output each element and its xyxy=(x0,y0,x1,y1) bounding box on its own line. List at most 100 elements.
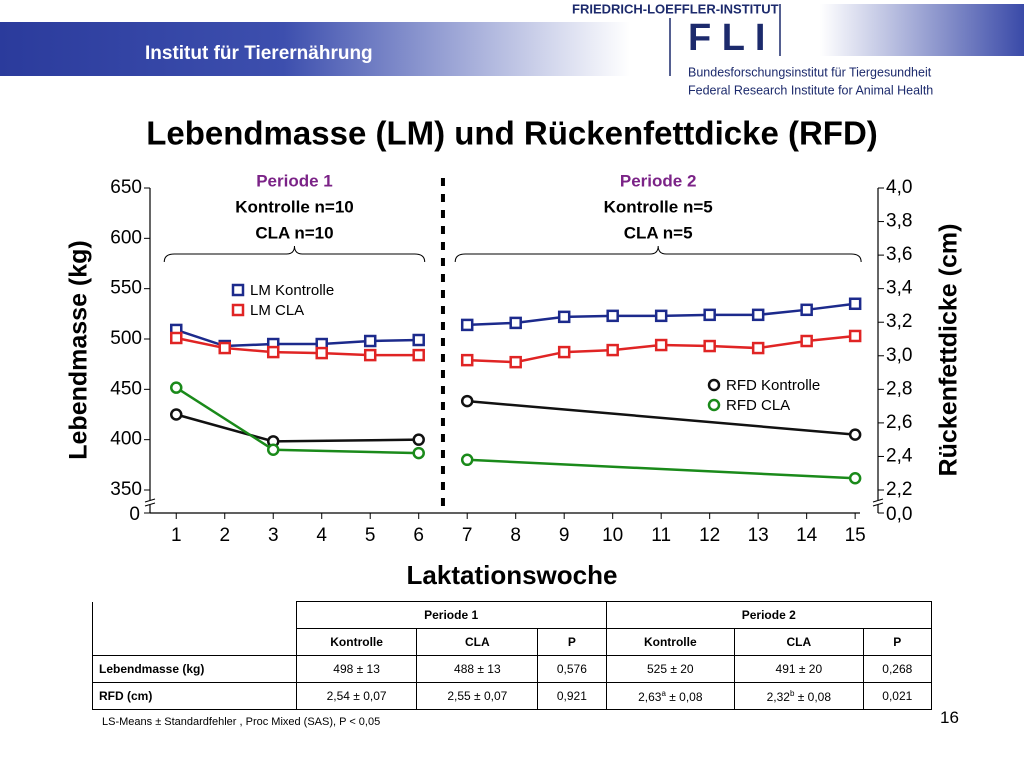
marker xyxy=(412,333,425,347)
marker xyxy=(460,394,474,408)
series-line xyxy=(175,336,419,357)
legend-marker xyxy=(707,378,721,392)
period-brace xyxy=(163,245,426,263)
marker xyxy=(169,408,183,421)
marker xyxy=(751,308,765,322)
cell-value: ± 0,08 xyxy=(665,689,703,704)
axis-break-mark xyxy=(144,498,156,503)
column-header: P xyxy=(862,628,933,656)
page-number: 16 xyxy=(940,708,959,727)
marker xyxy=(654,338,668,352)
period-group: Kontrolle n=5 xyxy=(604,197,713,216)
marker xyxy=(848,428,862,441)
cell: 488 ± 13 xyxy=(416,655,539,683)
marker xyxy=(412,446,425,460)
marker xyxy=(606,309,619,323)
y-tick-label: 500 xyxy=(110,328,142,349)
marker xyxy=(363,348,377,362)
marker xyxy=(460,453,474,467)
header-bar-right xyxy=(820,4,1024,56)
chart-title: Lebendmasse (LM) und Rückenfettdicke (RF… xyxy=(146,115,878,152)
y2-tick-label: 0,0 xyxy=(886,504,912,525)
series-line xyxy=(467,458,856,480)
data-row: RFD (cm) 2,54 ± 0,07 2,55 ± 0,07 0,921 2,63a… xyxy=(92,682,933,710)
cell-superscript: b xyxy=(789,688,795,698)
y2-tick-label: 4,0 xyxy=(886,177,912,198)
results-table: Periode 1 Periode 2 Kontrolle CLA P Kontrolle… xyxy=(92,601,933,710)
cell: 0,921 xyxy=(537,682,607,710)
x-tick-label: 15 xyxy=(845,525,866,546)
marker xyxy=(703,339,716,353)
cell: 0,576 xyxy=(537,655,607,683)
header-bar xyxy=(0,22,630,76)
marker xyxy=(460,353,474,367)
blank-cell xyxy=(92,601,297,629)
x-tick-label: 9 xyxy=(559,525,570,546)
cell: 2,63a ± 0,08 xyxy=(605,682,736,710)
header-row: Kontrolle CLA P Kontrolle CLA P xyxy=(92,628,933,656)
marker xyxy=(606,343,619,357)
period-header: Periode 1 xyxy=(295,601,607,629)
column-header: Kontrolle xyxy=(605,628,736,656)
y2-tick-label: 2,6 xyxy=(886,412,912,433)
marker xyxy=(363,334,377,348)
row-label: RFD (cm) xyxy=(92,682,297,710)
series-line xyxy=(175,328,419,348)
column-header: CLA xyxy=(416,628,539,656)
x-tick-label: 8 xyxy=(510,525,521,546)
x-tick-label: 11 xyxy=(651,525,671,546)
marker xyxy=(266,345,280,359)
x-tick-label: 7 xyxy=(462,525,473,546)
institute: Institut für Tierernährung xyxy=(145,43,373,64)
legend-label: LM CLA xyxy=(250,302,304,319)
data-row: Lebendmasse (kg) 498 ± 13 488 ± 13 0,576 525… xyxy=(92,655,933,683)
marker xyxy=(800,334,813,348)
legend-marker xyxy=(231,303,245,317)
x-tick-label: 2 xyxy=(219,525,230,546)
period-group: CLA n=10 xyxy=(255,223,333,242)
period-group: CLA n=5 xyxy=(624,223,693,242)
axis-break-mark xyxy=(144,502,156,507)
y-tick-label: 600 xyxy=(110,227,142,248)
y2-tick-label: 3,2 xyxy=(886,311,912,332)
x-axis-label: Laktationswoche xyxy=(407,560,618,590)
row-label: Lebendmasse (kg) xyxy=(92,655,297,683)
legend-label: RFD Kontrolle xyxy=(726,377,820,394)
x-tick-label: 5 xyxy=(365,525,376,546)
cell-value: 2,63 xyxy=(638,689,662,704)
y2-axis-label: Rückenfettdicke (cm) xyxy=(935,224,963,477)
y-tick-label: 350 xyxy=(110,479,142,500)
blank-cell xyxy=(92,628,297,656)
y2-tick-label: 2,2 xyxy=(886,479,912,500)
logo-name: FRIEDRICH-LOEFFLER-INSTITUT xyxy=(572,1,779,16)
period-group: Kontrolle n=10 xyxy=(235,197,354,216)
y-tick-label: 450 xyxy=(110,378,142,399)
footnote: LS-Means ± Standardfehler , Proc Mixed (… xyxy=(102,716,381,728)
x-tick-label: 3 xyxy=(268,525,279,546)
marker xyxy=(460,318,474,332)
x-tick-label: 10 xyxy=(602,525,623,546)
period-label: Periode 1 xyxy=(256,171,333,190)
y-tick-label: 550 xyxy=(110,278,142,299)
marker xyxy=(654,309,668,323)
legend-marker xyxy=(707,398,721,412)
column-header: CLA xyxy=(734,628,864,656)
y-tick-label: 0 xyxy=(129,504,140,525)
marker xyxy=(751,341,765,355)
marker xyxy=(169,331,183,345)
period-label: Periode 2 xyxy=(620,171,697,190)
cell: 491 ± 20 xyxy=(734,655,864,683)
x-tick-label: 13 xyxy=(748,525,769,546)
marker xyxy=(848,329,862,343)
marker xyxy=(848,297,862,311)
period-brace xyxy=(454,245,862,263)
marker xyxy=(557,345,571,359)
cell: 2,54 ± 0,07 xyxy=(295,682,418,710)
cell: 2,55 ± 0,07 xyxy=(416,682,539,710)
y2-tick-label: 2,4 xyxy=(886,445,913,466)
marker xyxy=(509,316,522,330)
y-tick-label: 650 xyxy=(110,177,142,198)
marker xyxy=(509,355,522,369)
x-tick-label: 14 xyxy=(796,525,818,546)
